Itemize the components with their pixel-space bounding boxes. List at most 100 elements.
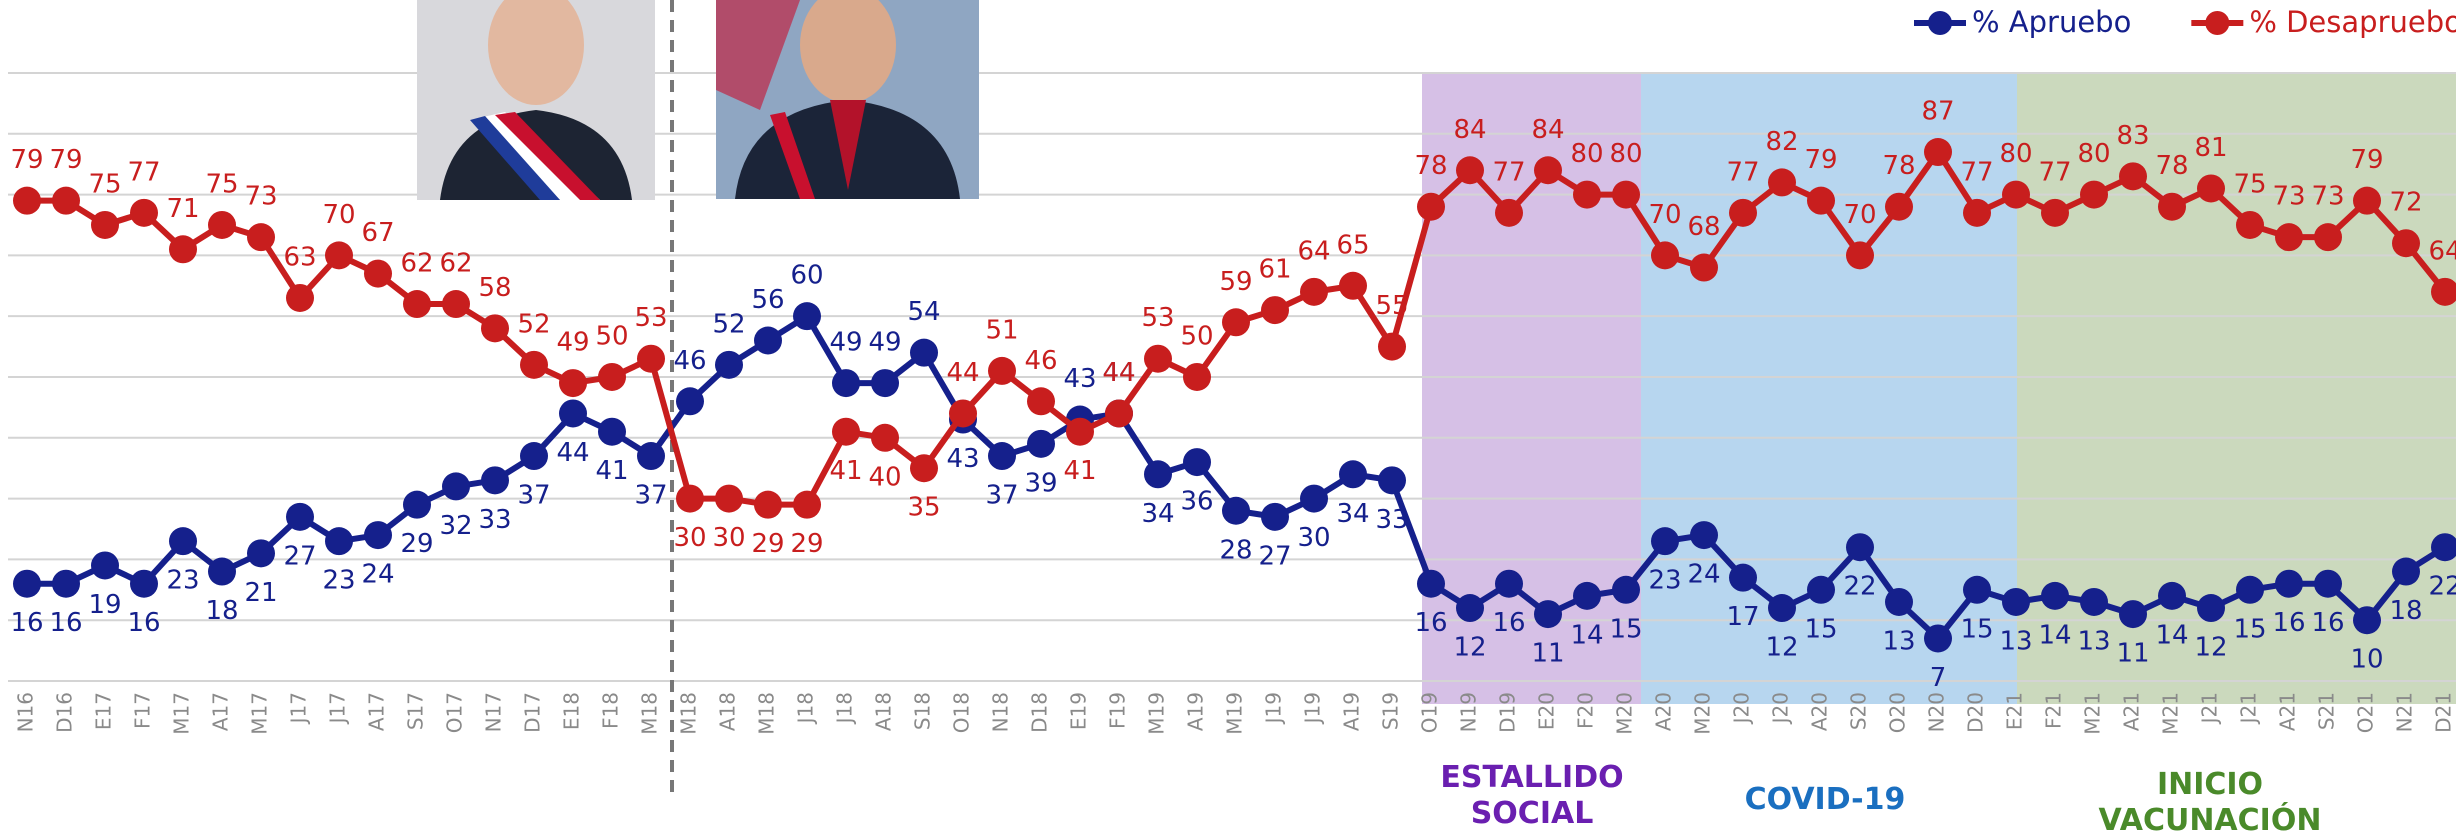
data-point	[1495, 569, 1523, 598]
data-label: 12	[1765, 633, 1798, 663]
data-point	[1729, 198, 1757, 227]
data-point	[169, 235, 197, 264]
x-tick-label: F20	[1574, 692, 1598, 729]
data-point	[2275, 223, 2303, 252]
data-point	[130, 198, 158, 227]
data-label: 73	[2272, 182, 2305, 212]
data-label: 24	[361, 560, 394, 590]
x-tick-label: S20	[1847, 692, 1871, 730]
x-tick-label: A20	[1808, 692, 1832, 731]
data-label: 53	[634, 303, 667, 333]
data-label: 80	[1609, 139, 1642, 169]
data-label: 11	[1531, 639, 1564, 669]
data-point	[442, 290, 470, 319]
data-label: 46	[673, 346, 706, 376]
data-label: 19	[88, 590, 121, 620]
data-point	[1651, 241, 1679, 270]
data-label: 75	[2233, 169, 2266, 199]
data-label: 77	[2038, 157, 2071, 187]
data-point	[2119, 600, 2147, 629]
data-label: 75	[205, 169, 238, 199]
data-point	[52, 186, 80, 215]
data-point	[2197, 174, 2225, 203]
data-label: 15	[1960, 614, 1993, 644]
x-tick-label: O18	[950, 692, 974, 733]
data-point	[2080, 587, 2108, 616]
x-tick-label: D16	[53, 692, 77, 733]
data-point	[793, 302, 821, 331]
x-tick-label: E19	[1067, 692, 1091, 730]
data-label: 34	[1336, 499, 1369, 529]
data-label: 50	[595, 321, 628, 351]
data-point	[1534, 600, 1562, 629]
data-point	[1807, 575, 1835, 604]
data-point	[2353, 606, 2381, 635]
data-point	[1066, 417, 1094, 446]
x-tick-label: N21	[2393, 692, 2417, 732]
data-label: 63	[283, 242, 316, 272]
data-point	[559, 399, 587, 428]
data-label: 40	[868, 462, 901, 492]
x-tick-label: D20	[1964, 692, 1988, 733]
x-tick-label: J20	[1730, 692, 1754, 725]
data-point	[598, 362, 626, 391]
data-point	[832, 369, 860, 398]
data-point	[1027, 387, 1055, 416]
data-label: 77	[1492, 157, 1525, 187]
data-label: 37	[634, 481, 667, 511]
data-point	[1183, 362, 1211, 391]
x-tick-label: M17	[248, 692, 272, 735]
data-point	[2275, 569, 2303, 598]
data-label: 10	[2350, 645, 2383, 675]
x-tick-label: E17	[92, 692, 116, 730]
data-label: 71	[166, 194, 199, 224]
x-tick-label: M19	[1145, 692, 1169, 735]
data-label: 13	[1882, 626, 1915, 656]
data-label: 72	[2389, 188, 2422, 218]
data-point	[2392, 229, 2420, 258]
data-label: 18	[2389, 596, 2422, 626]
data-label: 80	[1999, 139, 2032, 169]
data-label: 33	[1375, 505, 1408, 535]
data-label: 77	[1726, 157, 1759, 187]
data-label: 43	[946, 444, 979, 474]
data-label: 16	[127, 608, 160, 638]
data-label: 79	[2350, 145, 2383, 175]
data-label: 35	[907, 493, 940, 523]
data-point	[1885, 192, 1913, 221]
x-tick-label: S21	[2315, 692, 2339, 730]
data-label: 33	[478, 505, 511, 535]
data-point	[13, 569, 41, 598]
data-label: 77	[127, 157, 160, 187]
legend-label: % Apruebo	[1972, 5, 2131, 39]
data-point	[442, 472, 470, 501]
data-label: 65	[1336, 230, 1369, 260]
data-point	[2002, 180, 2030, 209]
data-label: 15	[2233, 614, 2266, 644]
data-label: 13	[2077, 626, 2110, 656]
data-point	[13, 186, 41, 215]
data-label: 28	[1219, 535, 1252, 565]
data-label: 46	[1024, 346, 1057, 376]
data-label: 24	[1687, 560, 1720, 590]
data-point	[1300, 484, 1328, 513]
data-label: 18	[205, 596, 238, 626]
x-tick-label: J17	[326, 692, 350, 725]
legend-marker	[1928, 11, 1952, 35]
period-band	[1422, 74, 1641, 704]
x-tick-label: J17	[287, 692, 311, 725]
data-label: 87	[1921, 97, 1954, 127]
data-label: 41	[829, 456, 862, 486]
data-point	[2392, 557, 2420, 586]
x-tick-label: A17	[365, 692, 389, 731]
x-tick-label: O19	[1418, 692, 1442, 733]
data-point	[1300, 277, 1328, 306]
data-point	[2236, 210, 2264, 239]
data-label: 29	[400, 529, 433, 559]
data-label: 49	[868, 328, 901, 358]
data-label: 62	[400, 249, 433, 279]
legend-label: % Desapruebo	[2249, 5, 2456, 39]
data-point	[403, 290, 431, 319]
data-point	[1846, 533, 1874, 562]
